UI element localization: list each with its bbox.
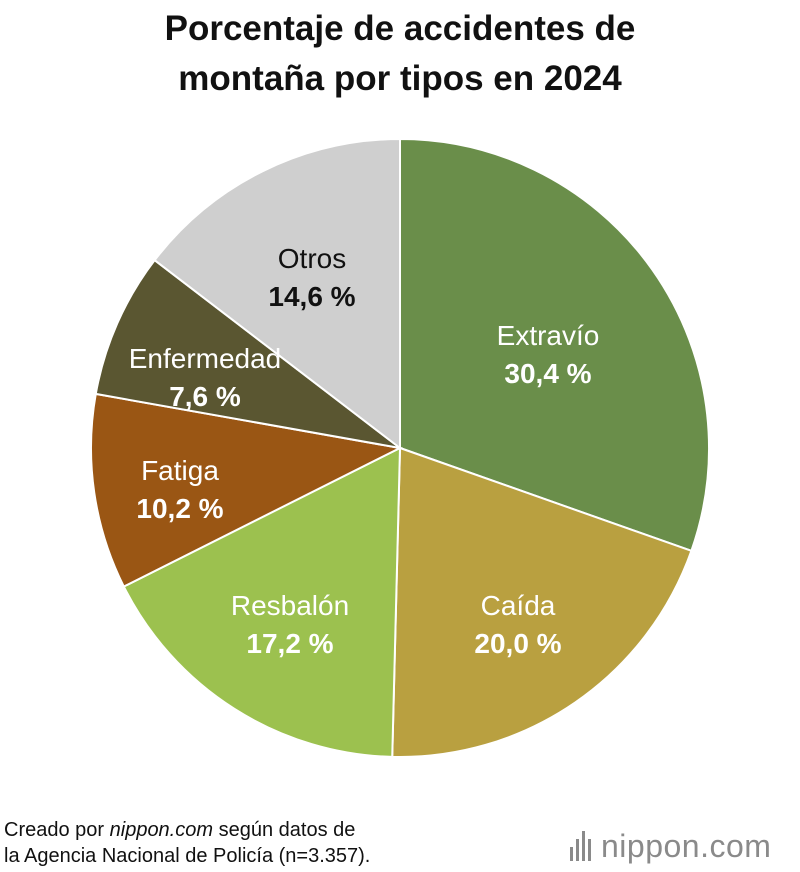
logo-bars-icon — [570, 831, 591, 861]
pie-slice-enfermedad — [94, 258, 401, 449]
pie-slice-fatiga — [90, 392, 404, 588]
slice-label-value: 17,2 % — [246, 628, 333, 659]
slice-label-value: 10,2 % — [136, 493, 223, 524]
source-middle: según datos de — [213, 819, 356, 841]
slice-label-name: Resbalón — [231, 590, 349, 621]
nippon-logo: nippon.com — [570, 826, 771, 866]
source-line-2: la Agencia Nacional de Policía (n=3.357)… — [4, 845, 371, 867]
slice-label-value: 30,4 % — [504, 358, 591, 389]
slice-label-value: 7,6 % — [169, 381, 241, 412]
slice-label-value: 20,0 % — [474, 628, 561, 659]
source-line-1: Creado por nippon.com según datos de — [4, 817, 370, 843]
source-prefix: Creado por — [4, 819, 110, 841]
chart-title-line-2: montaña por tipos en 2024 — [178, 59, 622, 98]
source-site: nippon.com — [109, 819, 214, 841]
pie-slice-extravío — [399, 137, 710, 553]
chart-title: Porcentaje de accidentes de montaña por … — [0, 4, 800, 104]
logo-text: nippon.com — [601, 827, 772, 864]
slice-label-name: Enfermedad — [129, 343, 282, 374]
slice-label-name: Extravío — [497, 320, 600, 351]
slice-label-name: Caída — [481, 590, 556, 621]
chart-title-line-1: Porcentaje de accidentes de — [164, 9, 636, 48]
slice-label-name: Fatiga — [141, 455, 219, 486]
pie-slice-otros — [153, 137, 401, 451]
source-note: Creado por nippon.com según datos de la … — [4, 817, 370, 869]
slice-label-value: 14,6 % — [268, 281, 355, 312]
pie-slice-caída — [391, 446, 693, 758]
slice-label-name: Otros — [278, 243, 346, 274]
pie-slice-resbalón — [122, 446, 402, 758]
